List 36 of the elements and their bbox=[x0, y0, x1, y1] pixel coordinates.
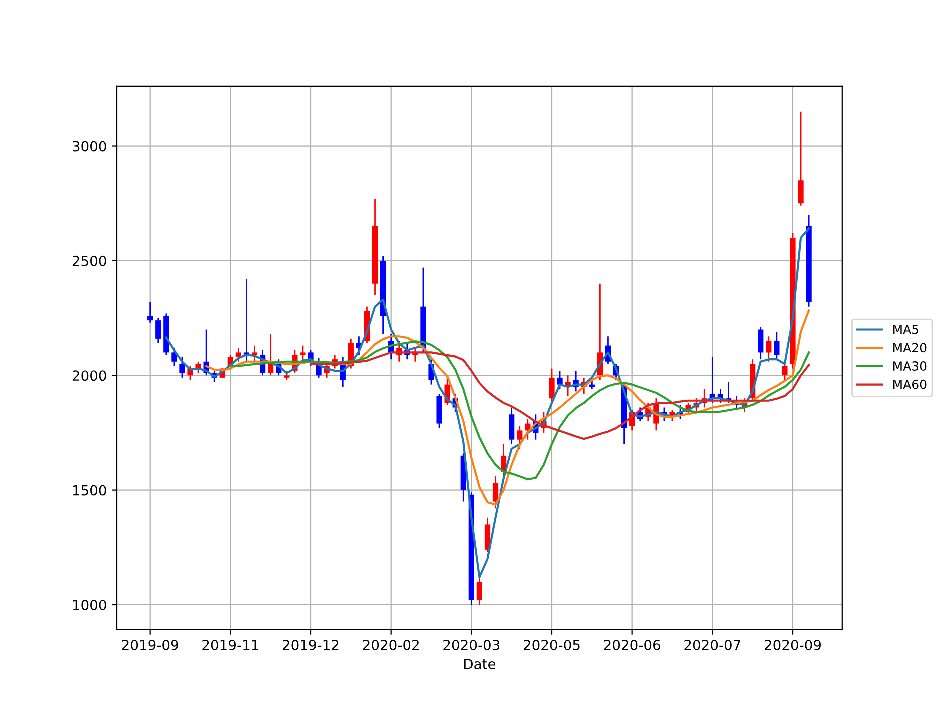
y-tick-label: 3000 bbox=[72, 141, 106, 152]
legend-label: MA60 bbox=[894, 380, 927, 390]
y-tick-label: 2500 bbox=[72, 256, 106, 266]
candlestick bbox=[549, 368, 555, 404]
x-tick-label: 2020-02 bbox=[363, 640, 419, 650]
x-tick-label: 2020-07 bbox=[684, 640, 740, 650]
x-axis-title: Date bbox=[464, 659, 496, 670]
candlestick bbox=[284, 370, 290, 381]
x-tick-label: 2019-09 bbox=[122, 640, 178, 650]
y-tick-label: 2000 bbox=[72, 370, 106, 382]
candlestick bbox=[180, 356, 186, 379]
candlestick bbox=[766, 336, 772, 363]
candlestick bbox=[517, 425, 523, 450]
candlestick bbox=[492, 476, 499, 510]
x-tick-label: 2019-12 bbox=[283, 640, 339, 650]
y-tick-label: 1000 bbox=[73, 600, 106, 610]
y-tick-label: 1500 bbox=[73, 485, 106, 496]
candlestick bbox=[798, 111, 804, 207]
candlestick bbox=[774, 331, 780, 360]
x-tick-label: 2020-09 bbox=[765, 640, 822, 650]
candlestick bbox=[172, 347, 178, 368]
legend-label: MA5 bbox=[894, 325, 918, 334]
x-tick-label: 2020-03 bbox=[444, 640, 500, 650]
candlestick bbox=[236, 347, 242, 363]
candlestick bbox=[148, 302, 154, 324]
legend-label: MA20 bbox=[894, 343, 927, 353]
x-tick-label: 2020-05 bbox=[524, 640, 580, 650]
legend-label: MA30 bbox=[894, 362, 927, 371]
x-tick-label: 2019-11 bbox=[202, 640, 258, 650]
candlestick bbox=[758, 326, 764, 360]
line-series bbox=[165, 228, 810, 579]
candlestick bbox=[252, 345, 258, 363]
x-tick-label: 2020-06 bbox=[604, 640, 660, 650]
candlestick bbox=[476, 576, 483, 606]
candlestick bbox=[156, 318, 162, 344]
candlestick bbox=[557, 370, 563, 390]
